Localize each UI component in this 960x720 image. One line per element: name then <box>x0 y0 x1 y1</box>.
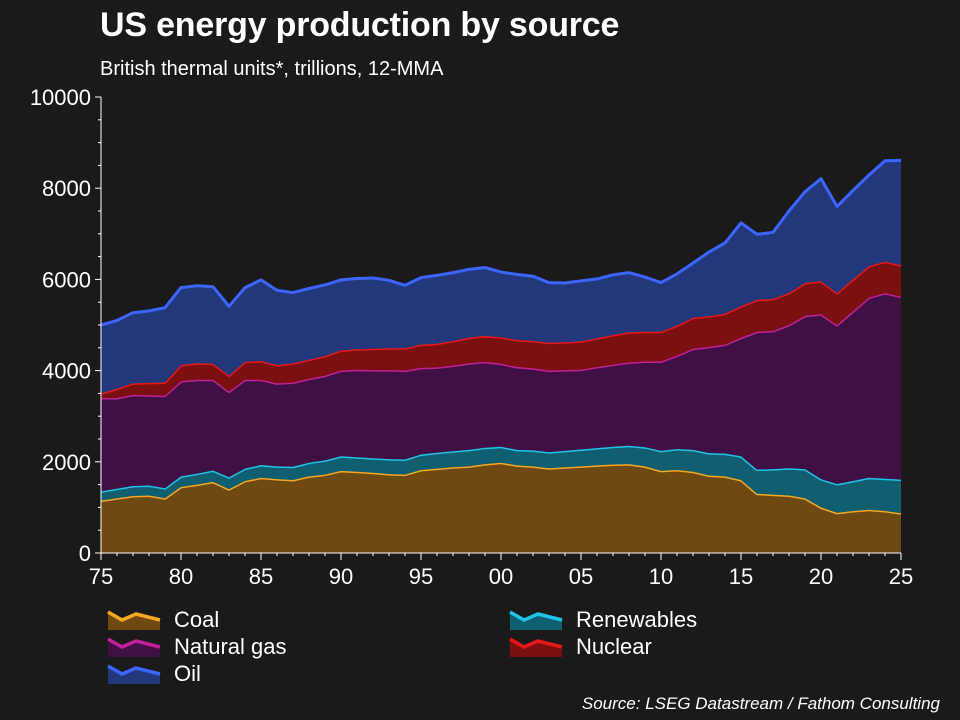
legend-line-natural-gas <box>107 637 161 649</box>
y-tick-label-4000: 4000 <box>42 359 91 384</box>
legend-line-oil <box>107 664 161 676</box>
legend-line-renewables <box>509 610 563 622</box>
legend-label-coal: Coal <box>174 607 219 632</box>
legend-label-natural-gas: Natural gas <box>174 634 287 659</box>
x-tick-label-85: 85 <box>249 564 273 589</box>
area-renewables <box>101 445 901 514</box>
legend-label-oil: Oil <box>174 661 201 686</box>
legend-swatch-natural-gas <box>108 639 160 657</box>
line-oil <box>100 158 902 327</box>
legend-swatch-nuclear <box>510 639 562 657</box>
x-tick-label-75: 75 <box>89 564 113 589</box>
y-tick-label-6000: 6000 <box>42 267 91 292</box>
chart-subtitle: British thermal units*, trillions, 12-MM… <box>100 58 444 80</box>
area-oil <box>101 160 901 394</box>
legend-swatch-oil <box>108 666 160 684</box>
x-tick-label-80: 80 <box>169 564 193 589</box>
legend-item-natural-gas: Natural gas <box>107 634 287 659</box>
area-coal <box>101 462 901 553</box>
x-tick-label-05: 05 <box>569 564 593 589</box>
x-tick-label-25: 25 <box>889 564 913 589</box>
legend-label-renewables: Renewables <box>576 607 697 632</box>
x-tick-label-15: 15 <box>729 564 753 589</box>
legend-swatch-coal <box>108 612 160 630</box>
x-tick-label-10: 10 <box>649 564 673 589</box>
legend-item-coal: Coal <box>107 607 219 632</box>
legend: Coal Renewables Natural gas Nuclear Oil <box>107 607 697 686</box>
legend-swatch-renewables <box>510 612 562 630</box>
stacked-areas <box>100 158 902 553</box>
axes: 0 2000 4000 6000 8000 10000 75 80 85 90 95 00 05 10 15… <box>30 85 913 589</box>
area-nuclear <box>101 261 901 398</box>
y-tick-label-2000: 2000 <box>42 450 91 475</box>
chart-title: US energy production by source <box>100 6 620 44</box>
legend-item-nuclear: Nuclear <box>509 634 652 659</box>
x-tick-label-95: 95 <box>409 564 433 589</box>
legend-label-nuclear: Nuclear <box>576 634 652 659</box>
x-tick-label-20: 20 <box>809 564 833 589</box>
legend-line-nuclear <box>509 637 563 649</box>
legend-item-oil: Oil <box>107 661 201 686</box>
y-tick-label-8000: 8000 <box>42 176 91 201</box>
x-tick-label-90: 90 <box>329 564 353 589</box>
legend-line-coal <box>107 610 161 622</box>
legend-item-renewables: Renewables <box>509 607 697 632</box>
y-tick-label-10000: 10000 <box>30 85 91 110</box>
source-note: Source: LSEG Datastream / Fathom Consult… <box>581 694 940 713</box>
x-tick-label-00: 00 <box>489 564 513 589</box>
y-tick-label-0: 0 <box>79 541 91 566</box>
area-natural-gas <box>101 293 901 492</box>
